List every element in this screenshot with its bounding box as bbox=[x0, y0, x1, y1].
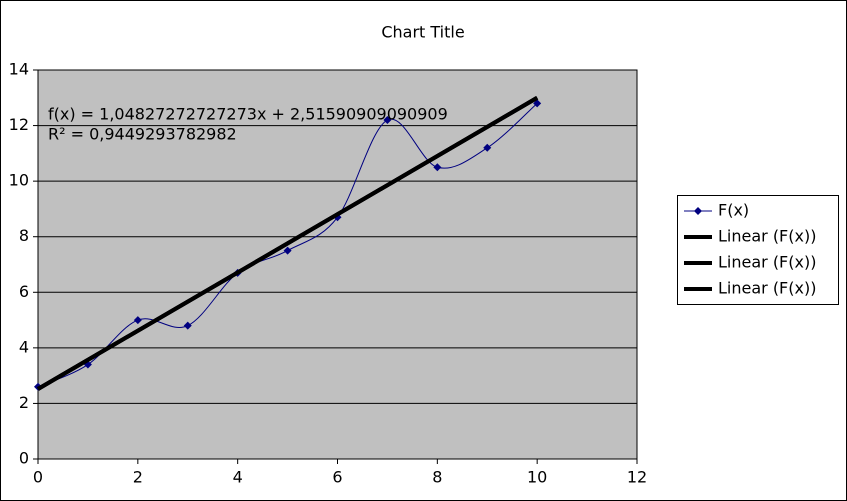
chart-title: Chart Title bbox=[381, 23, 464, 42]
data-point bbox=[183, 321, 192, 330]
data-point bbox=[483, 143, 492, 152]
x-tick-label: 12 bbox=[627, 468, 647, 487]
y-tick-label: 14 bbox=[9, 60, 29, 79]
legend-box bbox=[677, 195, 839, 305]
data-point bbox=[133, 316, 142, 325]
legend-label: Linear (F(x)) bbox=[718, 279, 816, 298]
data-point bbox=[533, 99, 542, 108]
x-tick-label: 0 bbox=[33, 468, 43, 487]
x-tick-label: 6 bbox=[332, 468, 342, 487]
data-point bbox=[433, 163, 442, 172]
legend-label: Linear (F(x)) bbox=[718, 227, 816, 246]
annotation: f(x) = 1,04827272727273x + 2,51590909090… bbox=[48, 105, 448, 124]
legend-label: Linear (F(x)) bbox=[718, 253, 816, 272]
data-point bbox=[283, 246, 292, 255]
y-tick-label: 8 bbox=[19, 226, 29, 245]
x-tick-label: 2 bbox=[133, 468, 143, 487]
y-tick-label: 12 bbox=[9, 115, 29, 134]
y-tick-label: 2 bbox=[19, 393, 29, 412]
plot-border bbox=[37, 69, 638, 460]
x-tick-label: 10 bbox=[527, 468, 547, 487]
data-line bbox=[37, 102, 538, 388]
y-tick-label: 4 bbox=[19, 337, 29, 356]
annotation: R² = 0,9449293782982 bbox=[48, 125, 237, 144]
x-tick-label: 4 bbox=[233, 468, 243, 487]
data-point bbox=[383, 116, 392, 125]
y-tick-label: 6 bbox=[19, 282, 29, 301]
plot-area bbox=[38, 70, 637, 459]
legend-label: F(x) bbox=[718, 201, 749, 220]
y-tick-label: 10 bbox=[9, 171, 29, 190]
x-tick-label: 8 bbox=[432, 468, 442, 487]
trend-line bbox=[36, 96, 539, 391]
legend-marker bbox=[694, 207, 702, 215]
y-tick-label: 0 bbox=[19, 449, 29, 468]
